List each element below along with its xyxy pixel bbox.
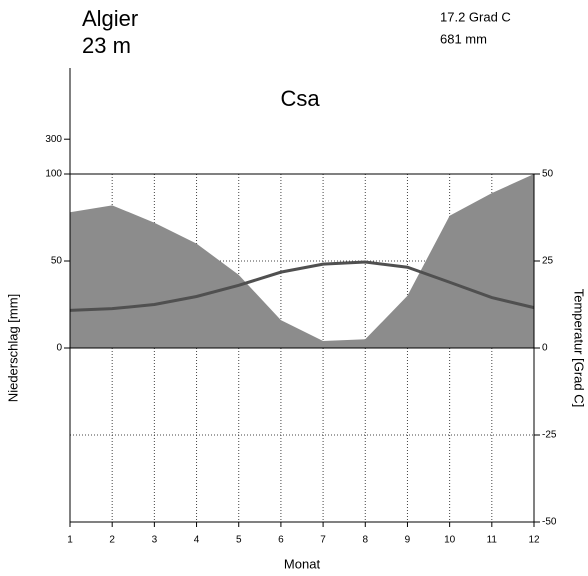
x-tick-label: 1 [67,535,73,546]
x-tick-label: 12 [528,535,540,546]
x-tick-label: 5 [236,535,242,546]
y2-tick-label: -25 [542,430,557,441]
x-axis-label: Monat [284,556,321,571]
y-tick-label: 100 [45,169,62,180]
station: Algier [82,6,138,31]
precipitation-area [70,174,534,348]
x-tick-label: 2 [109,535,115,546]
mean-temperature: 17.2 Grad C [440,9,511,24]
y-axis-label: Niederschlag [mm] [5,294,20,402]
y2-tick-label: 50 [542,169,554,180]
y2-tick-label: 0 [542,343,548,354]
y-tick-label: 300 [45,134,62,145]
y2-tick-label: -50 [542,517,557,528]
annual-precipitation: 681 mm [440,31,487,46]
y-tick-label: 0 [56,343,62,354]
y2-tick-label: 25 [542,256,554,267]
x-tick-label: 6 [278,535,284,546]
y-tick-label: 50 [51,256,63,267]
x-tick-label: 7 [320,535,326,546]
y2-axis-label: Temperatur [Grad C] [572,289,587,408]
x-tick-label: 11 [487,535,498,546]
x-tick-label: 3 [152,535,158,546]
x-tick-label: 4 [194,535,200,546]
x-tick-label: 10 [444,535,456,546]
x-tick-label: 9 [405,535,411,546]
elevation: 23 m [82,33,131,58]
temperature-line [69,260,535,312]
x-tick-label: 8 [362,535,368,546]
chart-title: Csa [280,86,320,111]
